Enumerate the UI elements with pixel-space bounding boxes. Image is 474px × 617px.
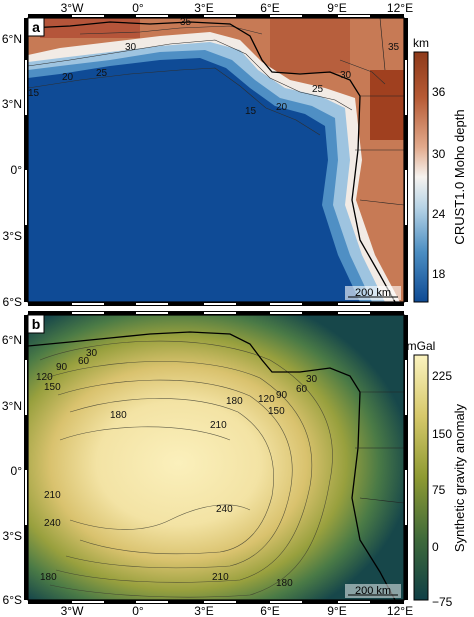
lon-tick: 9°E [327,1,346,15]
colorbar-tick: −75 [432,595,453,609]
contour-label: 240 [216,504,233,515]
lon-tick: 6°E [260,1,279,15]
panel-a-lat-ticks: 6°N 3°N 0° 3°S 6°S [2,32,22,309]
contour-label: 150 [268,406,285,417]
contour-label: 15 [28,88,40,99]
lat-tick: 3°N [2,399,22,413]
contour-label: 20 [276,102,288,113]
lon-tick: 3°E [194,1,213,15]
colorbar-tick: 18 [432,267,446,281]
lat-tick: 0° [11,163,23,177]
panel-a-colorbar: km 36 30 24 18 CRUST1.0 Moho depth [413,36,467,303]
contour-label: 180 [40,572,57,583]
panel-a-contour-labels: 35 30 25 20 15 20 15 25 30 35 [28,17,400,117]
coastline-b [28,331,396,600]
lon-tick: 6°E [260,604,279,617]
contour-label: 25 [312,84,324,95]
contour-label: 90 [276,390,288,401]
colorbar-tick: 24 [432,207,446,221]
colorbar-title: CRUST1.0 Moho depth [452,109,467,244]
contour-label: 15 [245,106,257,117]
scalebar-label: 200 km [355,287,391,299]
lon-tick: 3°W [61,604,84,617]
lat-tick: 3°S [3,229,22,243]
contour-label: 210 [44,490,61,501]
contour-label: 150 [44,382,61,393]
colorbar-tick: 30 [432,147,446,161]
panel-a-scalebar: 200 km [345,286,401,300]
contour-label: 180 [110,410,127,421]
panel-b-map [28,315,404,600]
lat-tick: 3°N [2,97,22,111]
contour-label: 30 [125,42,137,53]
colorbar-tick: 75 [432,483,446,497]
colorbar-unit: km [413,36,429,50]
panel-a-map [28,18,404,302]
contour-label: 210 [212,572,229,583]
lon-tick: 9°E [327,604,346,617]
lat-tick: 6°S [3,593,22,607]
contour-label: 25 [96,68,108,79]
panel-b-lat-ticks: 6°N 3°N 0° 3°S 6°S [2,333,22,607]
lon-tick: 0° [132,1,144,15]
colorbar-unit: mGal [407,339,436,353]
panel-b-contour-labels: 30 60 90 120 150 180 210 240 240 210 180… [36,348,318,589]
contour-label: 60 [296,384,308,395]
panel-b-colorbar: mGal 225 150 75 0 −75 Synthetic gravity … [407,339,467,609]
colorbar-tick: 225 [432,369,452,383]
colorbar-tick: 36 [432,85,446,99]
contour-label: 180 [226,396,243,407]
colorbar-tick: 0 [432,540,439,554]
contour-label: 20 [62,72,74,83]
lat-tick: 0° [11,464,23,478]
panel-b-lon-ticks: 3°W 0° 3°E 6°E 9°E 12°E [61,604,413,617]
lon-tick: 3°E [194,604,213,617]
lon-tick: 3°W [61,1,84,15]
contour-label: 30 [86,348,98,359]
contour-label: 180 [276,578,293,589]
scalebar-label: 200 km [355,585,391,597]
lon-tick: 12°E [387,1,413,15]
contour-label: 30 [306,374,318,385]
lat-tick: 6°N [2,32,22,46]
lon-tick: 12°E [387,604,413,617]
panel-b-label: b [32,316,41,332]
panel-b-scalebar: 200 km [345,584,401,598]
lat-tick: 6°N [2,333,22,347]
contour-label: 120 [258,394,275,405]
lon-tick: 0° [132,604,144,617]
lat-tick: 3°S [3,529,22,543]
panel-a-label: a [32,19,40,35]
colorbar-title: Synthetic gravity anomaly [452,403,467,552]
contour-label: 240 [44,518,61,529]
contour-label: 60 [78,356,90,367]
contour-label: 120 [36,372,53,383]
contour-label: 90 [56,362,68,373]
contour-label: 35 [180,17,192,28]
colorbar-tick: 150 [432,427,452,441]
contour-label: 30 [340,70,352,81]
contour-label: 35 [388,42,400,53]
coastline-a [28,21,396,302]
panel-a-lon-ticks: 3°W 0° 3°E 6°E 9°E 12°E [61,1,413,15]
lat-tick: 6°S [3,295,22,309]
contour-label: 210 [210,420,227,431]
